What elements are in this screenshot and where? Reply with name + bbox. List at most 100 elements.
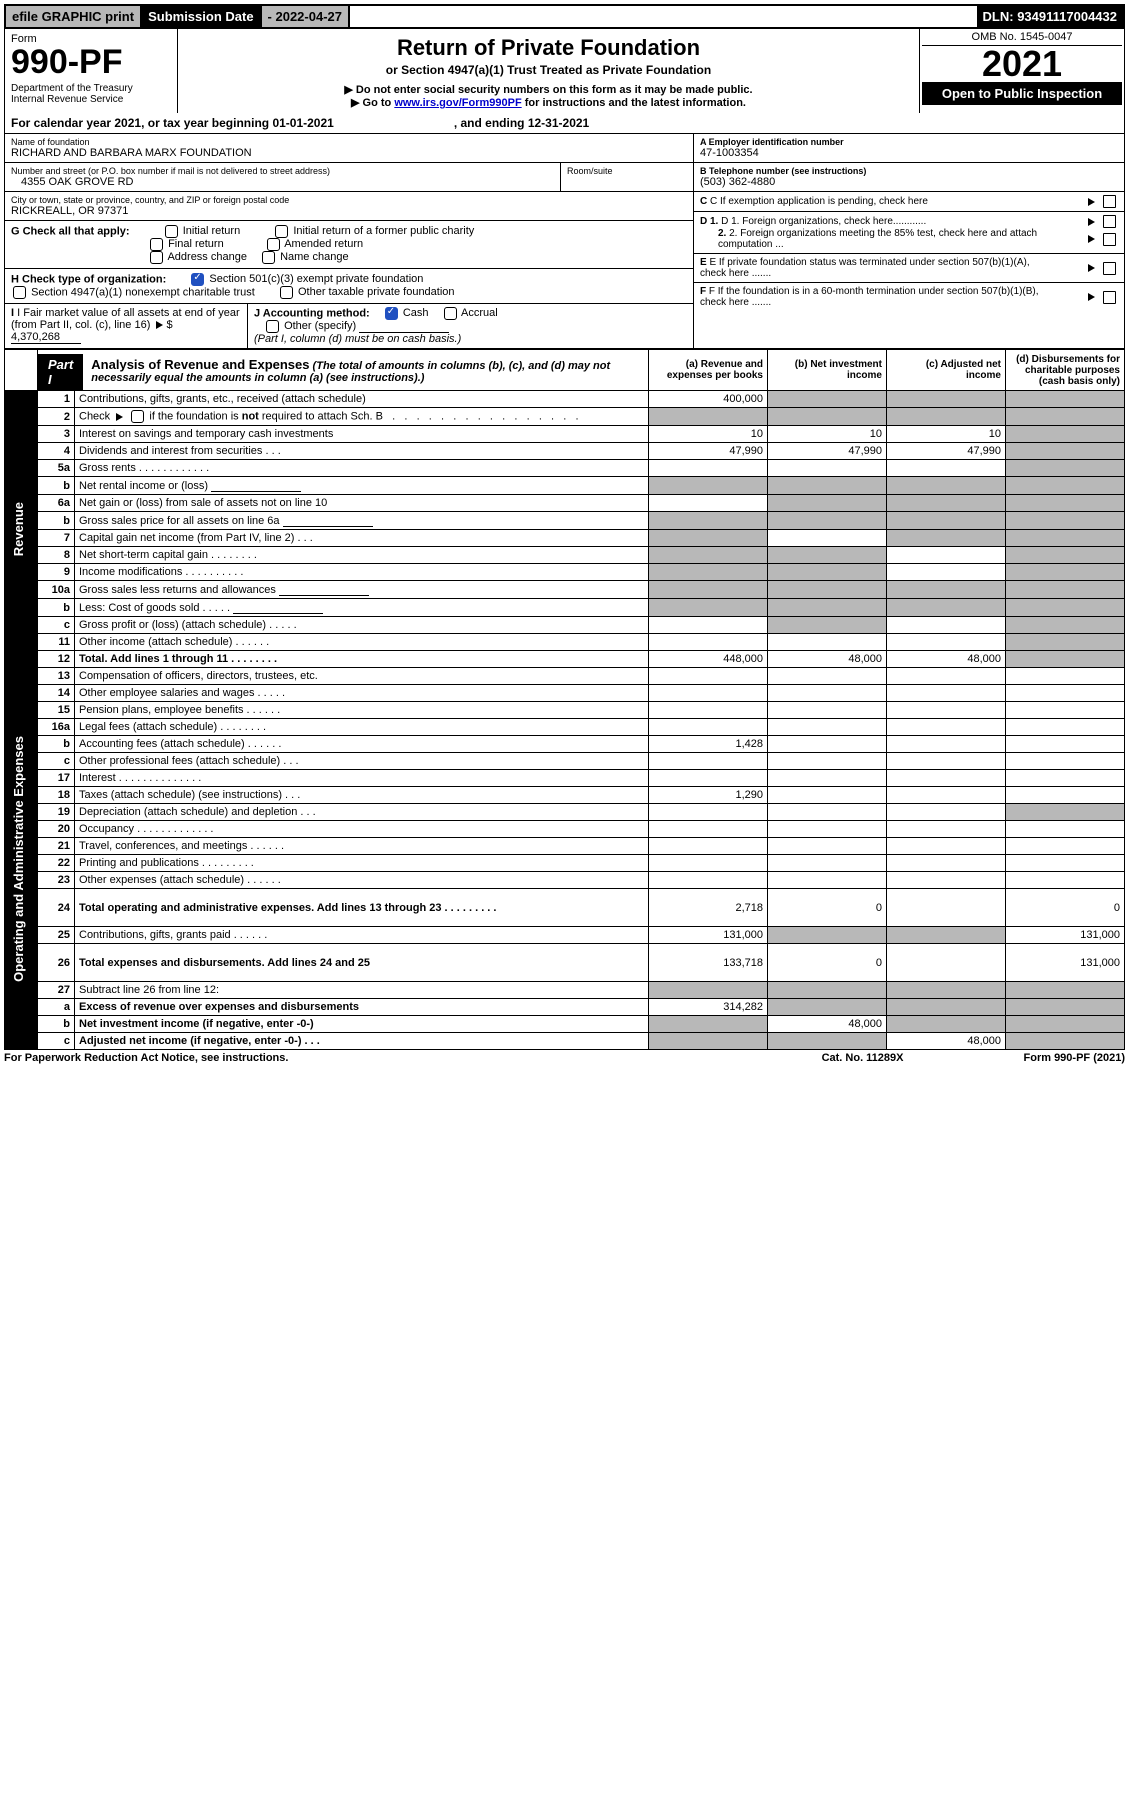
line-description: Net short-term capital gain . . . . . . … <box>75 547 649 564</box>
ssn-warning: ▶ Do not enter social security numbers o… <box>186 83 911 96</box>
instructions-link[interactable]: www.irs.gov/Form990PF <box>394 97 521 109</box>
amount-cell <box>768 460 887 477</box>
amount-cell <box>768 530 887 547</box>
line-number: 6a <box>38 495 75 512</box>
efile-print-button[interactable]: efile GRAPHIC print <box>6 6 142 27</box>
amount-cell <box>1006 1016 1125 1033</box>
line-description: Printing and publications . . . . . . . … <box>75 855 649 872</box>
amount-cell <box>887 512 1006 530</box>
arrow-icon <box>1088 264 1095 272</box>
line-number: 23 <box>38 872 75 889</box>
amount-cell <box>887 944 1006 982</box>
ein-label: A Employer identification number <box>700 137 844 147</box>
amount-cell <box>649 753 768 770</box>
section-g: G Check all that apply: Initial return I… <box>5 221 693 269</box>
line-number: 17 <box>38 770 75 787</box>
amount-cell: 133,718 <box>649 944 768 982</box>
amount-cell: 47,990 <box>649 443 768 460</box>
final-return-checkbox[interactable] <box>150 238 163 251</box>
amount-cell <box>768 927 887 944</box>
amount-cell <box>887 668 1006 685</box>
amount-cell <box>649 668 768 685</box>
other-taxable-checkbox[interactable] <box>280 286 293 299</box>
table-row: bNet investment income (if negative, ent… <box>5 1016 1125 1033</box>
col-a-header: (a) Revenue and expenses per books <box>649 350 768 391</box>
name-change-checkbox[interactable] <box>262 251 275 264</box>
amount-cell <box>887 530 1006 547</box>
room-label: Room/suite <box>567 166 687 176</box>
amount-cell: 10 <box>768 426 887 443</box>
line-number: b <box>38 599 75 617</box>
line-number: 3 <box>38 426 75 443</box>
60month-checkbox[interactable] <box>1103 291 1116 304</box>
line-description: Travel, conferences, and meetings . . . … <box>75 838 649 855</box>
initial-former-checkbox[interactable] <box>275 225 288 238</box>
line-description: Other professional fees (attach schedule… <box>75 753 649 770</box>
amount-cell <box>1006 547 1125 564</box>
amount-cell <box>887 736 1006 753</box>
amount-cell <box>768 617 887 634</box>
line-number: 13 <box>38 668 75 685</box>
name-label: Name of foundation <box>11 137 687 147</box>
table-row: 23Other expenses (attach schedule) . . .… <box>5 872 1125 889</box>
line-number: 15 <box>38 702 75 719</box>
line-description: Adjusted net income (if negative, enter … <box>75 1033 649 1050</box>
line-description: Contributions, gifts, grants paid . . . … <box>75 927 649 944</box>
exemption-pending-checkbox[interactable] <box>1103 195 1116 208</box>
submission-date-label: Submission Date <box>142 6 261 27</box>
amount-cell <box>649 512 768 530</box>
amount-cell: 0 <box>1006 889 1125 927</box>
section-h: H Check type of organization: Section 50… <box>5 269 693 304</box>
line-description: Subtract line 26 from line 12: <box>75 982 649 999</box>
amount-cell <box>768 634 887 651</box>
address-change-checkbox[interactable] <box>150 251 163 264</box>
terminated-label: E If private foundation status was termi… <box>700 257 1030 279</box>
line-number: c <box>38 1033 75 1050</box>
line-description: Net gain or (loss) from sale of assets n… <box>75 495 649 512</box>
amount-cell <box>1006 787 1125 804</box>
table-row: 16aLegal fees (attach schedule) . . . . … <box>5 719 1125 736</box>
col-b-header: (b) Net investment income <box>768 350 887 391</box>
line-description: Net rental income or (loss) <box>75 477 649 495</box>
amount-cell: 314,282 <box>649 999 768 1016</box>
amount-cell: 1,428 <box>649 736 768 753</box>
amount-cell: 131,000 <box>1006 944 1125 982</box>
amended-return-checkbox[interactable] <box>267 238 280 251</box>
501c3-checkbox[interactable] <box>191 273 204 286</box>
amount-cell <box>768 821 887 838</box>
amount-cell <box>1006 477 1125 495</box>
arrow-icon <box>1088 235 1095 243</box>
table-row: 12Total. Add lines 1 through 11 . . . . … <box>5 651 1125 668</box>
cash-basis-note: (Part I, column (d) must be on cash basi… <box>254 333 461 345</box>
amount-cell <box>649 719 768 736</box>
form-id-footer: Form 990-PF (2021) <box>1024 1052 1126 1064</box>
cash-checkbox[interactable] <box>385 307 398 320</box>
amount-cell <box>649 495 768 512</box>
dln-value: DLN: 93491117004432 <box>977 6 1123 27</box>
initial-return-checkbox[interactable] <box>165 225 178 238</box>
4947-checkbox[interactable] <box>13 286 26 299</box>
form-subtitle: or Section 4947(a)(1) Trust Treated as P… <box>186 63 911 77</box>
amount-cell: 48,000 <box>768 651 887 668</box>
amount-cell <box>649 547 768 564</box>
line-description: Other employee salaries and wages . . . … <box>75 685 649 702</box>
foreign-85-checkbox[interactable] <box>1103 233 1116 246</box>
line-description: Gross sales price for all assets on line… <box>75 512 649 530</box>
amount-cell <box>649 702 768 719</box>
table-row: 4Dividends and interest from securities … <box>5 443 1125 460</box>
amount-cell <box>887 855 1006 872</box>
amount-cell <box>768 512 887 530</box>
accrual-checkbox[interactable] <box>444 307 457 320</box>
foreign-org-checkbox[interactable] <box>1103 215 1116 228</box>
table-row: Operating and Administrative Expenses13C… <box>5 668 1125 685</box>
line-number: c <box>38 617 75 634</box>
amount-cell: 2,718 <box>649 889 768 927</box>
terminated-checkbox[interactable] <box>1103 262 1116 275</box>
other-method-checkbox[interactable] <box>266 320 279 333</box>
amount-cell: 0 <box>768 889 887 927</box>
amount-cell <box>768 477 887 495</box>
foundation-name: RICHARD AND BARBARA MARX FOUNDATION <box>11 147 687 159</box>
dept-label: Department of the Treasury <box>11 83 171 94</box>
line-number: 1 <box>38 391 75 408</box>
amount-cell <box>768 599 887 617</box>
